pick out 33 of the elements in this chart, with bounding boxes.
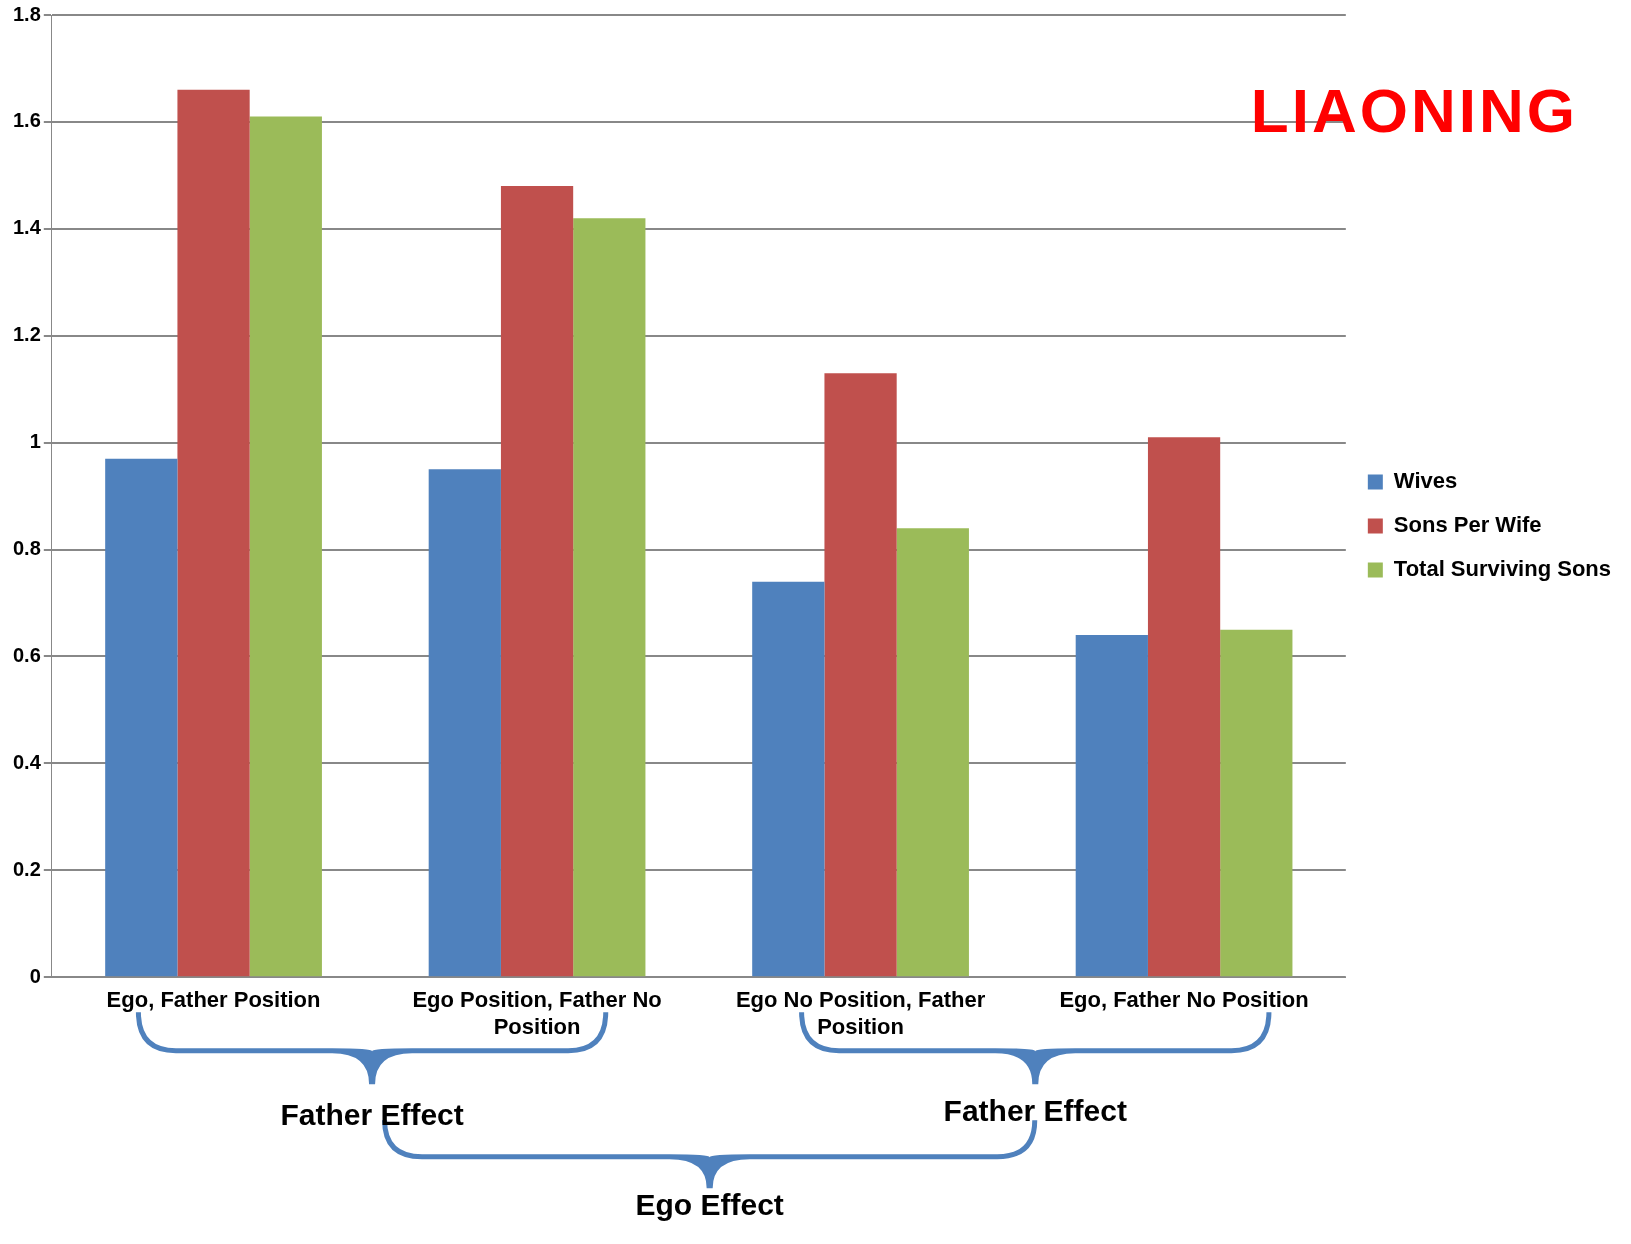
text: Father Effect: [943, 1094, 1127, 1129]
x-tick-label: Ego No Position, Father Position: [735, 987, 986, 1039]
text: Ego Effect: [635, 1188, 784, 1223]
y-tick-label: 1.8: [12, 2, 41, 25]
bar: [896, 528, 969, 977]
x-tick-label: Ego, Father No Position: [1059, 987, 1309, 1013]
bar: [1220, 629, 1293, 977]
bar: [177, 89, 250, 977]
x-tick-label: Ego, Father Position: [106, 987, 321, 1013]
bar: [105, 458, 178, 977]
y-tick-label: 0.2: [12, 857, 41, 880]
bar: [752, 581, 825, 977]
legend-label: Sons Per Wife: [1393, 512, 1542, 538]
y-tick-label: 0: [29, 964, 41, 987]
y-tick-label: 1.4: [12, 216, 42, 239]
y-tick-label: 0.4: [12, 750, 42, 773]
bar: [824, 373, 897, 977]
x-tick-label: Ego Position, Father No Position: [412, 987, 662, 1039]
y-tick-label: 1.2: [12, 323, 41, 346]
text: Father Effect: [280, 1098, 464, 1133]
bar: [500, 186, 574, 977]
bar: [1147, 437, 1221, 977]
legend-label: Total Surviving Sons: [1393, 556, 1612, 582]
text: LIAONING: [1250, 75, 1578, 146]
y-tick-label: 1.6: [12, 109, 41, 132]
bar: [573, 218, 646, 977]
y-tick-label: 0.6: [12, 643, 41, 666]
y-tick-label: 0.8: [12, 537, 41, 560]
y-tick-label: 1: [29, 430, 41, 453]
bar: [249, 116, 322, 977]
bar: [1075, 635, 1148, 977]
legend-label: Wives: [1393, 468, 1458, 494]
bar: [428, 469, 501, 977]
